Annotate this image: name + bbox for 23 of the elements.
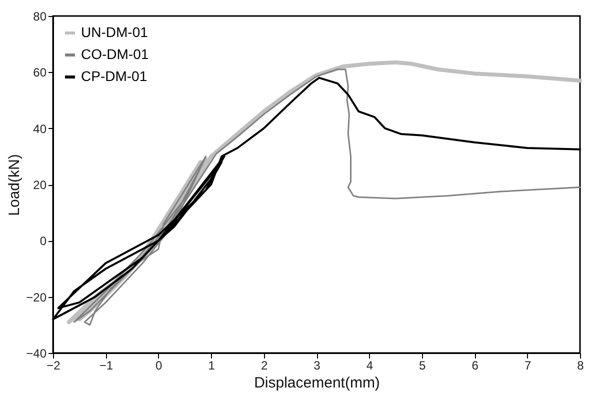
x-axis-title: Displacement(mm)	[254, 374, 380, 392]
x-tick-label: 4	[366, 358, 374, 372]
legend-label: CO-DM-01	[81, 46, 149, 62]
y-tick-label: −40	[26, 346, 47, 360]
y-tick-label: 40	[33, 122, 47, 136]
y-axis-title: Load(kN)	[6, 154, 24, 216]
legend-label: CP-DM-01	[81, 68, 148, 84]
y-tick-label: 0	[40, 234, 47, 248]
x-tick-label: 5	[419, 358, 426, 372]
x-tick-label: 6	[472, 358, 479, 372]
y-tick-label: 80	[33, 10, 47, 24]
x-tick-label: 1	[208, 358, 216, 372]
x-tick-label: −2	[46, 358, 61, 372]
x-tick-label: −1	[99, 358, 114, 372]
x-tick-label: 0	[156, 358, 163, 372]
x-tick-label: 2	[260, 358, 268, 372]
legend-label: UN-DM-01	[81, 24, 148, 40]
x-tick-label: 7	[524, 358, 532, 372]
x-tick-label: 3	[314, 358, 321, 372]
y-tick-label: −20	[26, 290, 47, 304]
x-tick-label: 8	[577, 358, 584, 372]
y-tick-label: 60	[33, 66, 47, 80]
y-tick-label: 20	[33, 178, 47, 192]
